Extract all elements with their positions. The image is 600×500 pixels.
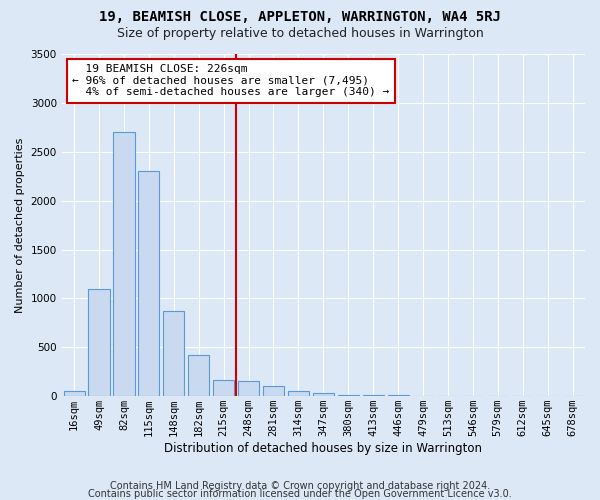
Bar: [113, 132, 134, 396]
Text: 19 BEAMISH CLOSE: 226sqm
← 96% of detached houses are smaller (7,495)
  4% of se: 19 BEAMISH CLOSE: 226sqm ← 96% of detach…: [72, 64, 389, 98]
Bar: [138, 172, 160, 396]
Y-axis label: Number of detached properties: Number of detached properties: [15, 138, 25, 313]
Text: Size of property relative to detached houses in Warrington: Size of property relative to detached ho…: [116, 28, 484, 40]
Bar: [263, 386, 284, 396]
Bar: [388, 395, 409, 396]
Bar: [188, 355, 209, 396]
Text: Contains public sector information licensed under the Open Government Licence v3: Contains public sector information licen…: [88, 489, 512, 499]
Bar: [238, 380, 259, 396]
Bar: [64, 392, 85, 396]
X-axis label: Distribution of detached houses by size in Warrington: Distribution of detached houses by size …: [164, 442, 482, 455]
Bar: [338, 394, 359, 396]
Text: Contains HM Land Registry data © Crown copyright and database right 2024.: Contains HM Land Registry data © Crown c…: [110, 481, 490, 491]
Bar: [362, 395, 384, 396]
Bar: [88, 288, 110, 396]
Bar: [163, 311, 184, 396]
Text: 19, BEAMISH CLOSE, APPLETON, WARRINGTON, WA4 5RJ: 19, BEAMISH CLOSE, APPLETON, WARRINGTON,…: [99, 10, 501, 24]
Bar: [213, 380, 234, 396]
Bar: [313, 393, 334, 396]
Bar: [288, 392, 309, 396]
